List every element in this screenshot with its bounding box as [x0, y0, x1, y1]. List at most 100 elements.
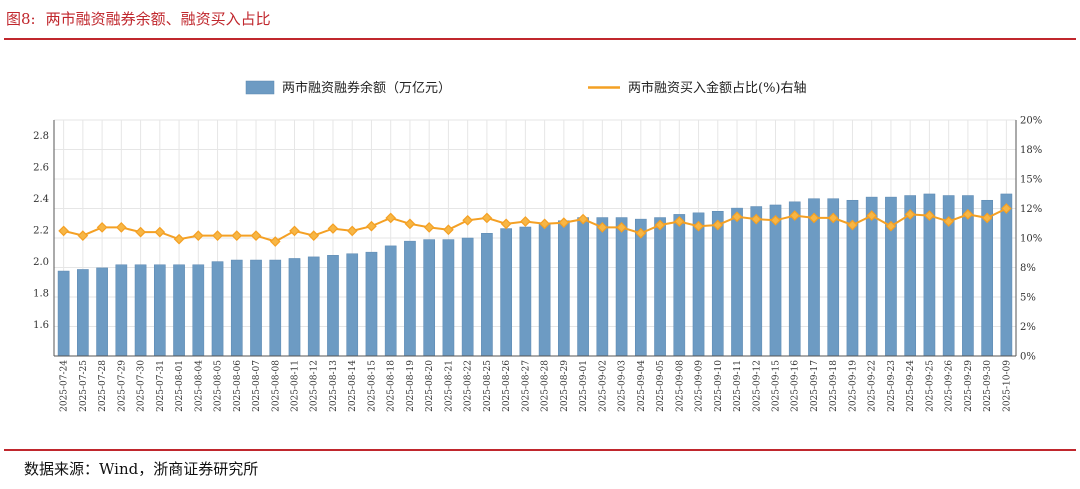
line-point	[808, 212, 820, 224]
line-point	[827, 212, 839, 224]
x-tick-label: 2025-08-05	[214, 360, 224, 412]
line-point	[577, 213, 589, 225]
x-tick-label: 2025-09-23	[887, 360, 897, 412]
bar	[327, 255, 339, 357]
bar	[596, 217, 609, 357]
line-point	[500, 218, 512, 230]
x-tick-label: 2025-07-24	[60, 360, 70, 412]
line-point	[327, 223, 339, 234]
bar	[211, 261, 224, 357]
line-point	[596, 222, 608, 233]
line-point	[673, 216, 685, 227]
line-point	[115, 222, 127, 233]
right-tick-label: 18%	[1020, 145, 1042, 156]
line-point	[789, 210, 801, 221]
bar-series	[57, 193, 1013, 357]
bar	[750, 206, 763, 357]
x-tick-label: 2025-09-15	[772, 360, 782, 412]
line-point	[558, 217, 570, 229]
line-point	[520, 216, 531, 227]
bar	[423, 239, 436, 357]
x-tick-label: 2025-08-20	[425, 360, 435, 412]
line-point	[346, 225, 358, 237]
x-tick-label: 2025-09-25	[925, 360, 935, 412]
x-tick-label: 2025-09-12	[752, 360, 762, 412]
line-point	[135, 226, 146, 238]
figure-title: 图8: 两市融资融券余额、融资买入占比	[6, 8, 271, 29]
x-tick-label: 2025-09-24	[906, 360, 916, 412]
bar	[519, 226, 532, 357]
x-tick-label: 2025-08-11	[291, 360, 301, 412]
right-tick-label: 10%	[1020, 234, 1042, 245]
line-point	[847, 219, 858, 231]
line-point	[269, 236, 281, 247]
x-tick-label: 2025-09-04	[637, 360, 647, 412]
right-tick-label: 20%	[1020, 116, 1042, 127]
combo-chart: 1.6 1.8 2.0 2.2 2.4 2.6 2.8 0% 2% 5% 8% 10% 12% 15% 1…	[33, 80, 1042, 412]
bar	[711, 211, 724, 357]
x-tick-label: 2025-08-01	[175, 360, 185, 412]
bar	[577, 217, 589, 357]
legend-bar-swatch	[245, 80, 275, 95]
line-series	[58, 203, 1012, 247]
bar	[461, 237, 474, 357]
x-tick-label: 2025-09-19	[848, 360, 858, 412]
right-tick-label: 12%	[1020, 204, 1042, 215]
line-point	[693, 220, 704, 232]
x-tick-label: 2025-09-26	[945, 360, 955, 412]
bar	[384, 245, 397, 357]
x-tick-label: 2025-07-31	[156, 360, 166, 412]
source-note: 数据来源：Wind，浙商证券研究所	[24, 460, 259, 478]
legend: 两市融资融券余额（万亿元） 两市融资买入金额占比(%)右轴	[245, 80, 807, 96]
x-tick-label: 2025-08-27	[521, 360, 531, 412]
line-point	[924, 210, 935, 221]
x-tick-label: 2025-08-28	[541, 360, 551, 412]
x-tick-label: 2025-08-08	[271, 360, 281, 412]
x-tick-label: 2025-08-04	[194, 360, 204, 412]
x-tick-label: 2025-09-02	[598, 360, 608, 412]
line-point	[250, 230, 262, 241]
right-tick-label: 2%	[1020, 322, 1036, 333]
line-point	[289, 225, 300, 237]
bar	[346, 253, 359, 357]
right-tick-label: 0%	[1020, 352, 1036, 363]
bar	[269, 259, 282, 357]
bar	[788, 201, 801, 357]
x-tick-label: 2025-08-19	[406, 360, 416, 412]
bar	[96, 267, 108, 357]
x-tick-label: 2025-08-14	[348, 360, 358, 412]
line-point	[1001, 203, 1012, 214]
x-tick-label: 2025-09-09	[695, 360, 705, 412]
left-tick-label: 1.8	[33, 289, 49, 300]
left-tick-label: 2.2	[33, 226, 49, 237]
bar	[288, 258, 301, 357]
left-tick-label: 2.6	[33, 163, 49, 174]
x-tick-label: 2025-07-28	[98, 360, 108, 412]
right-tick-label: 5%	[1020, 293, 1036, 304]
x-tick-label: 2025-09-03	[618, 360, 628, 412]
line-point	[366, 220, 377, 232]
legend-bar-label: 两市融资融券余额（万亿元）	[282, 80, 451, 96]
x-tick-label: 2025-08-22	[464, 360, 474, 412]
bar	[365, 251, 378, 357]
bar	[673, 214, 686, 357]
x-tick-label: 2025-09-05	[656, 360, 666, 412]
bar	[57, 270, 70, 357]
bar	[615, 217, 628, 357]
bar	[865, 196, 878, 357]
x-tick-label: 2025-09-11	[733, 360, 743, 412]
x-tick-label: 2025-09-17	[810, 360, 820, 412]
x-tick-label: 2025-08-06	[233, 360, 243, 412]
x-tick-label: 2025-08-21	[444, 360, 454, 412]
line-point	[981, 212, 993, 224]
bar	[481, 233, 493, 357]
x-tick-label: 2025-08-25	[483, 360, 493, 412]
line-point	[904, 209, 916, 220]
line-point	[616, 222, 627, 233]
line-point	[866, 210, 878, 221]
line-point	[462, 214, 474, 226]
bar	[192, 264, 205, 357]
bar	[442, 239, 455, 357]
line-point	[885, 220, 897, 232]
line-point	[423, 222, 435, 233]
